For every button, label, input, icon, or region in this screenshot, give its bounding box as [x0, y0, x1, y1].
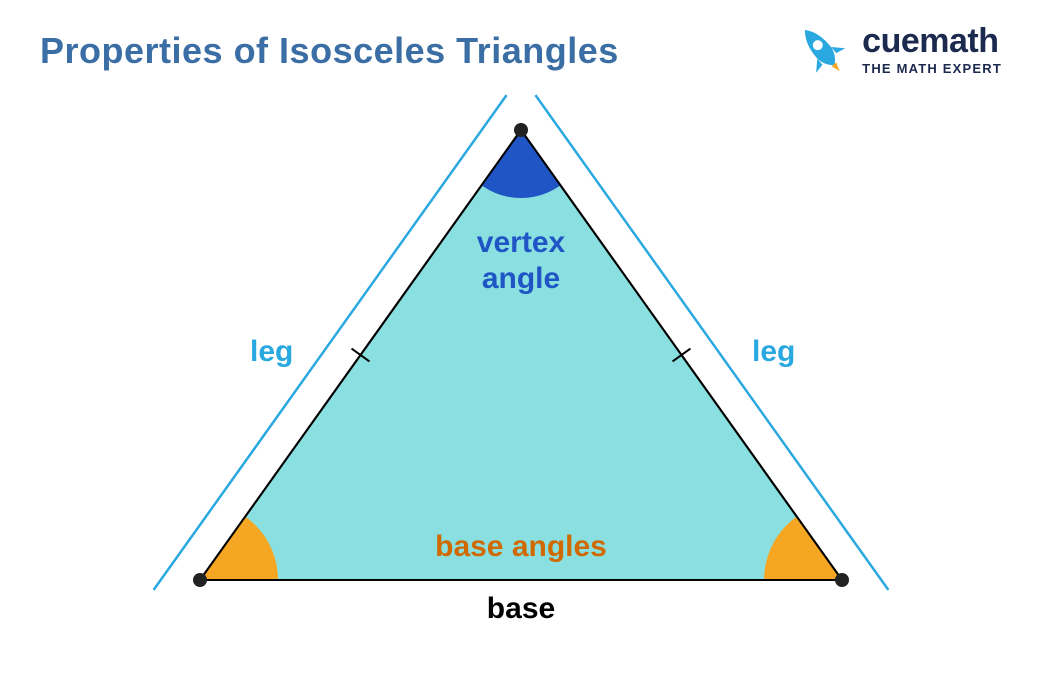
label-vertex-angle: vertexangle [477, 225, 565, 297]
vertex-dot-apex [514, 123, 528, 137]
label-base-angles: base angles [435, 530, 607, 564]
label-leg-left: leg [250, 335, 293, 369]
triangle-diagram [0, 0, 1042, 682]
label-base: base [487, 592, 555, 626]
label-leg-right: leg [752, 335, 795, 369]
vertex-dot-base-right [835, 573, 849, 587]
diagram-canvas: Properties of Isosceles Triangles cuemat… [0, 0, 1042, 682]
vertex-dot-base-left [193, 573, 207, 587]
